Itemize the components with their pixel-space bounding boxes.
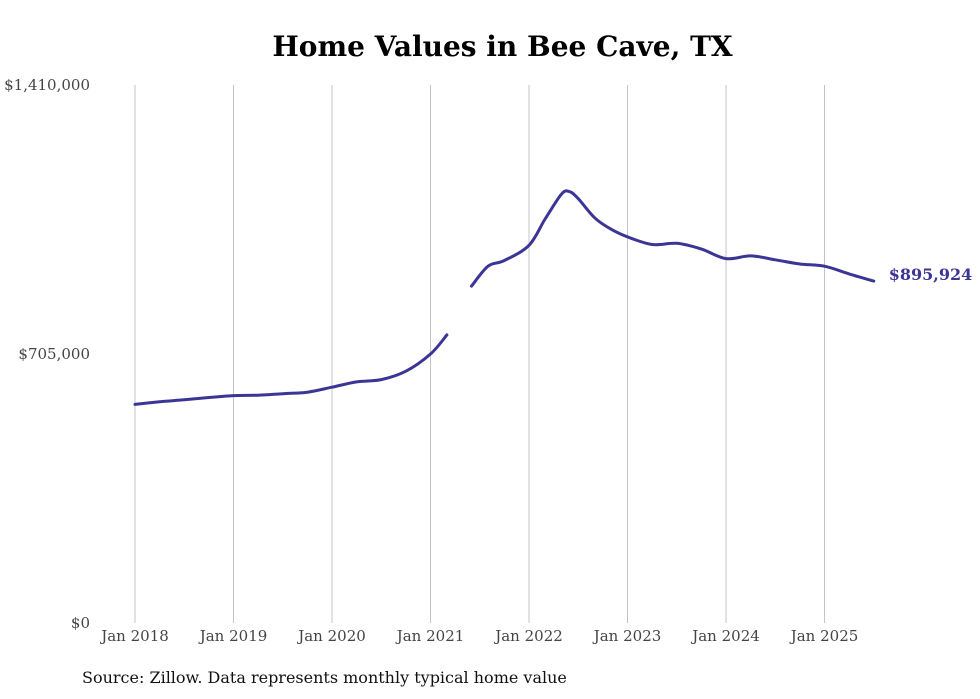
x-tick-label: Jan 2018 <box>99 627 169 645</box>
y-tick-label: $705,000 <box>18 345 90 363</box>
series-line-segment <box>133 333 449 406</box>
chart-title: Home Values in Bee Cave, TX <box>272 30 733 63</box>
y-tick-label: $0 <box>71 614 90 632</box>
series-home-value <box>133 189 876 406</box>
x-tick-label: Jan 2021 <box>395 627 465 645</box>
x-tick-label: Jan 2024 <box>690 627 760 645</box>
x-tick-label: Jan 2025 <box>789 627 859 645</box>
x-axis-ticks: Jan 2018 Jan 2019 Jan 2020 Jan 2021 Jan 2022… <box>99 627 858 645</box>
y-tick-label: $1,410,000 <box>4 76 90 94</box>
x-tick-label: Jan 2019 <box>198 627 268 645</box>
x-tick-label: Jan 2023 <box>592 627 662 645</box>
end-value-label-group: $895,924 <box>889 265 973 284</box>
x-tick-label: Jan 2020 <box>296 627 366 645</box>
y-axis-ticks: $0 $705,000 $1,410,000 <box>4 76 90 632</box>
vertical-gridlines <box>134 85 825 623</box>
series-line-segment <box>470 189 876 288</box>
source-note: Source: Zillow. Data represents monthly … <box>82 668 567 687</box>
x-tick-label: Jan 2022 <box>493 627 563 645</box>
end-value-label: $895,924 <box>889 265 973 284</box>
